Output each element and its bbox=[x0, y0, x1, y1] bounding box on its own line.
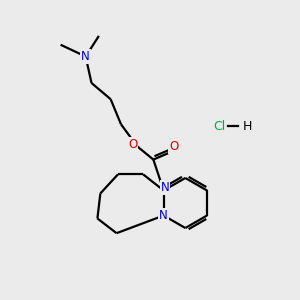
Text: N: N bbox=[161, 181, 170, 194]
Text: O: O bbox=[128, 138, 137, 151]
Text: H: H bbox=[242, 120, 252, 133]
Text: Cl: Cl bbox=[213, 120, 225, 133]
Text: O: O bbox=[169, 140, 178, 153]
Text: N: N bbox=[81, 50, 90, 63]
Text: N: N bbox=[159, 209, 168, 222]
